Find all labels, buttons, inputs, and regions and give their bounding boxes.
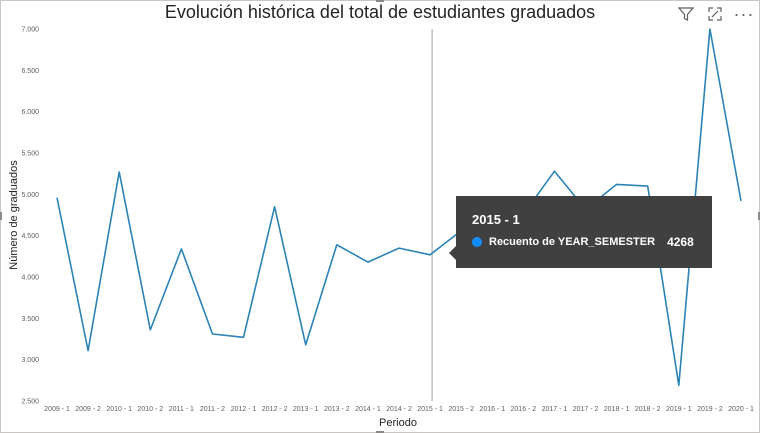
x-tick-label: 2013 - 1	[293, 406, 319, 413]
data-tooltip: 2015 - 1 Recuento de YEAR_SEMESTER 4268	[449, 196, 712, 268]
x-tick-label: 2020 - 1	[728, 406, 754, 413]
y-tick-label: 6.500	[21, 68, 39, 75]
x-tick-label: 2018 - 2	[635, 406, 661, 413]
x-tick-label: 2011 - 2	[200, 406, 225, 413]
y-axis-title: Número de graduados	[8, 160, 20, 270]
x-tick-label: 2013 - 2	[324, 406, 350, 413]
resize-handle-right[interactable]	[758, 212, 760, 220]
filter-icon[interactable]	[676, 4, 696, 24]
x-tick-label: 2019 - 1	[666, 406, 692, 413]
focus-mode-icon[interactable]	[705, 4, 725, 24]
x-tick-label: 2016 - 1	[479, 406, 505, 413]
data-point[interactable]	[676, 382, 682, 388]
x-tick-label: 2016 - 2	[511, 406, 537, 413]
x-tick-label: 2017 - 2	[573, 406, 599, 413]
x-tick-label: 2018 - 1	[604, 406, 630, 413]
y-tick-label: 6.000	[21, 109, 39, 116]
data-point[interactable]	[116, 169, 122, 175]
y-tick-label: 5.000	[21, 192, 39, 199]
y-tick-label: 3.000	[21, 357, 39, 364]
more-options-icon[interactable]: ···	[733, 4, 755, 24]
series-line[interactable]	[56, 28, 742, 387]
x-tick-label: 2012 - 1	[231, 406, 257, 413]
data-point[interactable]	[147, 327, 153, 333]
x-tick-label: 2010 - 2	[137, 406, 163, 413]
y-axis: 2.500 3.000 3.500 4.000 4.500 5.000 5.500 6.000…	[21, 27, 39, 406]
y-tick-label: 4.500	[21, 233, 39, 240]
data-point[interactable]	[427, 252, 433, 258]
x-axis: 2009 - 1 2009 - 2 2010 - 1 2010 - 2 2011 - 1…	[44, 406, 754, 413]
y-tick-label: 7.000	[21, 27, 39, 34]
tooltip-value: 4268	[667, 235, 694, 249]
data-point[interactable]	[551, 168, 557, 174]
data-point[interactable]	[645, 183, 651, 189]
data-point[interactable]	[303, 342, 309, 348]
chart-title: Evolución histórica del total de estudia…	[164, 2, 596, 22]
x-tick-label: 2019 - 2	[697, 406, 723, 413]
data-point[interactable]	[209, 331, 215, 337]
x-tick-label: 2015 - 2	[448, 406, 474, 413]
x-tick-label: 2012 - 2	[262, 406, 288, 413]
x-tick-label: 2017 - 1	[542, 406, 568, 413]
data-point[interactable]	[272, 204, 278, 210]
data-point[interactable]	[54, 195, 60, 201]
data-point[interactable]	[334, 242, 340, 248]
series-line-group[interactable]	[54, 26, 744, 388]
y-tick-label: 5.500	[21, 151, 39, 158]
data-point[interactable]	[85, 348, 91, 354]
x-tick-label: 2009 - 2	[75, 406, 101, 413]
x-tick-label: 2015 - 1	[417, 406, 443, 413]
y-tick-label: 2.500	[21, 399, 39, 406]
data-point[interactable]	[178, 246, 184, 252]
resize-handle-top[interactable]	[376, 0, 384, 2]
x-axis-title: Periodo	[379, 417, 417, 429]
data-point[interactable]	[241, 334, 247, 340]
data-point[interactable]	[738, 198, 744, 204]
tooltip-series-label: Recuento de YEAR_SEMESTER	[489, 236, 656, 248]
resize-handle-bottom[interactable]	[376, 431, 384, 433]
data-point[interactable]	[365, 259, 371, 265]
x-tick-label: 2010 - 1	[106, 406, 132, 413]
x-tick-label: 2011 - 1	[169, 406, 194, 413]
tooltip-period: 2015 - 1	[472, 212, 520, 227]
y-tick-label: 3.500	[21, 316, 39, 323]
x-tick-label: 2014 - 1	[355, 406, 381, 413]
visual-header-toolbar: ···	[676, 4, 754, 24]
data-point[interactable]	[396, 245, 402, 251]
data-point[interactable]	[707, 26, 713, 32]
resize-handle-left[interactable]	[0, 212, 2, 220]
legend-dot-icon	[472, 237, 482, 247]
y-tick-label: 4.000	[21, 275, 39, 282]
x-tick-label: 2009 - 1	[44, 406, 70, 413]
x-tick-label: 2014 - 2	[386, 406, 412, 413]
data-point[interactable]	[614, 181, 620, 187]
